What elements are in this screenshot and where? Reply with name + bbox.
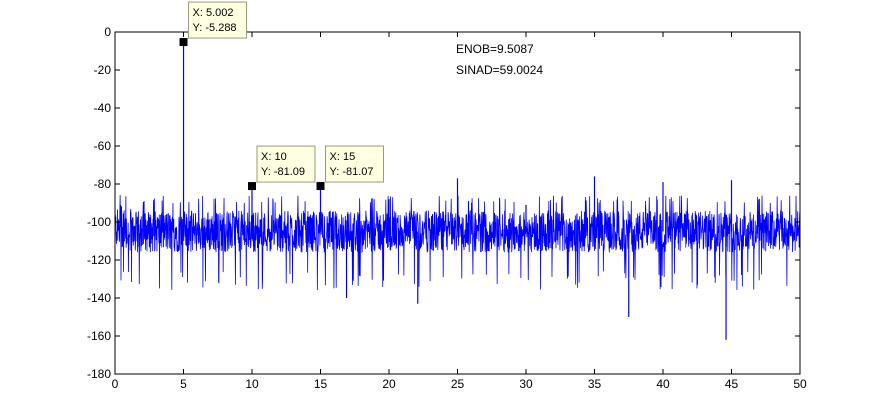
datatip-x-label: X: 10	[261, 151, 287, 163]
y-tick-label: -40	[94, 101, 112, 115]
datatip-box	[256, 145, 316, 183]
x-tick-label: 25	[451, 377, 465, 391]
y-tick-label: -120	[87, 253, 111, 267]
x-tick-label: 20	[382, 377, 396, 391]
datatip-box	[188, 1, 248, 39]
y-tick-label: -20	[94, 63, 112, 77]
x-tick-label: 45	[725, 377, 739, 391]
datatip-x-label: X: 5.002	[193, 7, 234, 19]
datatip-y-label: Y: -81.09	[261, 166, 305, 178]
x-tick-label: 35	[588, 377, 602, 391]
sinad-annotation: SINAD=59.0024	[456, 63, 543, 77]
datatip-y-label: Y: -5.288	[193, 22, 237, 34]
x-tick-label: 5	[180, 377, 187, 391]
enob-annotation: ENOB=9.5087	[456, 42, 534, 56]
x-tick-label: 0	[112, 377, 119, 391]
x-tick-label: 15	[314, 377, 328, 391]
y-tick-label: -80	[94, 177, 112, 191]
y-tick-label: -180	[87, 367, 111, 381]
x-tick-label: 30	[519, 377, 533, 391]
datatips: X: 5.002 Y: -5.288 X: 10 Y: -81.09 X: 15 Y: -…	[179, 1, 384, 191]
spectrum-series	[114, 42, 801, 340]
datatip-y-label: Y: -81.07	[330, 166, 374, 178]
x-axis: 0 5 10 15 20 25 30 35 40 45 50	[112, 32, 807, 391]
datatip-marker	[316, 182, 325, 191]
y-tick-label: 0	[104, 25, 111, 39]
datatip-marker	[248, 182, 256, 191]
x-tick-label: 40	[656, 377, 670, 391]
y-tick-label: -160	[87, 329, 111, 343]
y-axis: 0 -20 -40 -60 -80 -100 -120 -140 -160 -180	[87, 25, 800, 381]
y-tick-label: -100	[87, 215, 111, 229]
datatip-box	[325, 145, 384, 183]
datatip-marker	[179, 38, 188, 47]
y-tick-label: -140	[87, 291, 111, 305]
y-tick-label: -60	[94, 139, 112, 153]
datatip-x-label: X: 15	[330, 151, 356, 163]
x-tick-label: 10	[245, 377, 259, 391]
x-tick-label: 50	[793, 377, 807, 391]
